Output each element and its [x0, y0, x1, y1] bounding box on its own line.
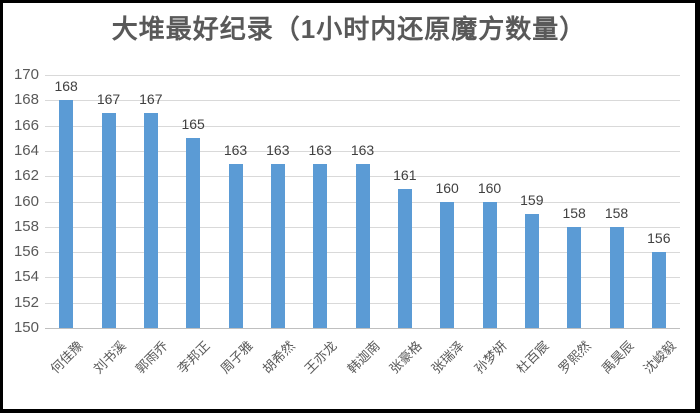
y-tick-label: 152: [13, 293, 39, 311]
plot-area: 150 152 154 156 158 160 162 164 166 168 170 168 何佳豫 1…: [14, 66, 680, 376]
y-tick-label: 168: [13, 91, 39, 109]
bar-value-label: 161: [393, 166, 417, 183]
bar: [313, 163, 328, 328]
bar-value-label: 163: [223, 141, 248, 158]
bar-value-label: 156: [647, 230, 671, 247]
x-axis-label: 李邦正: [174, 338, 213, 377]
bar: [228, 163, 243, 328]
bar: [567, 226, 582, 328]
bar: [440, 201, 455, 328]
x-axis-label: 孙梦妍: [471, 338, 510, 377]
bar-value-label: 163: [266, 141, 290, 158]
bar-value-label: 163: [308, 141, 332, 158]
y-tick-label: 166: [13, 116, 39, 134]
y-tick-label: 164: [13, 141, 39, 159]
bar-value-label: 160: [435, 179, 459, 196]
bar-value-label: 160: [477, 179, 502, 196]
bar: [270, 163, 285, 328]
bar-value-label: 163: [350, 141, 375, 158]
x-axis-label: 郭雨乔: [132, 338, 171, 377]
y-tick-label: 156: [13, 243, 39, 261]
bar: [101, 112, 116, 328]
y-tick-label: 160: [13, 192, 39, 210]
x-axis-label: 王亦龙: [301, 338, 340, 377]
bar-value-label: 168: [54, 78, 78, 95]
bar: [397, 188, 412, 328]
gridline: [45, 150, 680, 152]
bar-value-label: 165: [181, 116, 205, 133]
x-axis-label: 胡希然: [259, 338, 298, 377]
x-axis-label: 韩迦南: [344, 338, 383, 377]
bar-value-label: 159: [520, 192, 544, 209]
x-axis-label: 禹昊辰: [598, 338, 637, 377]
bar: [524, 214, 539, 328]
x-axis-label: 张豪格: [386, 338, 425, 377]
bar: [609, 226, 624, 328]
bar: [143, 112, 158, 328]
bar-value-label: 158: [604, 204, 629, 221]
x-axis-label: 罗熙然: [555, 338, 594, 377]
bar-value-label: 167: [139, 90, 163, 107]
x-axis-line: [45, 328, 680, 329]
bar: [59, 100, 74, 328]
y-tick-label: 150: [13, 319, 39, 336]
x-axis-label: 何佳豫: [47, 338, 86, 377]
x-axis-label: 周子雅: [217, 338, 256, 377]
bar: [355, 163, 370, 328]
x-axis-label: 刘书溪: [90, 338, 129, 377]
bar-value-label: 158: [562, 204, 586, 221]
bar: [482, 201, 497, 328]
bar: [651, 252, 666, 328]
gridline: [45, 100, 680, 102]
y-tick-label: 154: [13, 268, 39, 286]
y-tick-label: 162: [13, 167, 39, 185]
x-axis-label: 沈峻毅: [640, 338, 679, 377]
y-tick-label: 170: [13, 66, 39, 83]
x-axis-label: 张瑞泽: [428, 338, 467, 377]
gridline: [45, 75, 680, 76]
chart-title: 大堆最好纪录（1小时内还原魔方数量）: [111, 14, 587, 44]
bar-value-label: 167: [96, 90, 121, 107]
gridline: [45, 125, 680, 127]
y-tick-label: 158: [13, 217, 39, 235]
x-axis-label: 杜百宸: [513, 338, 552, 377]
bar: [186, 138, 201, 328]
